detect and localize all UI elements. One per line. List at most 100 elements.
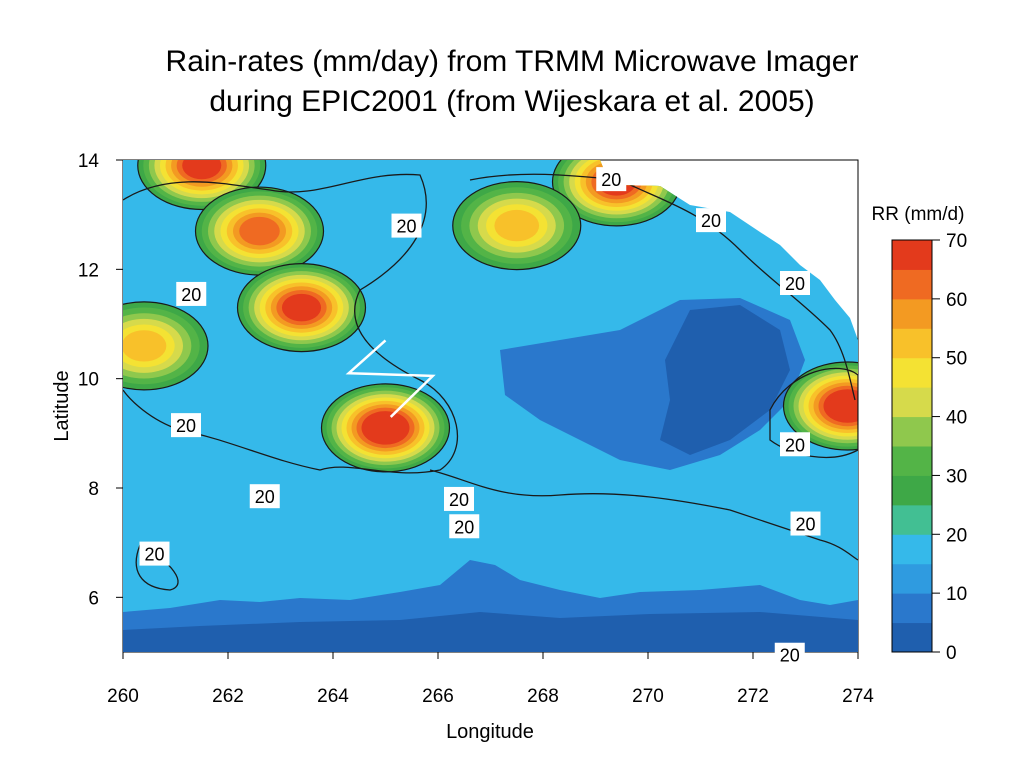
contour-label-text: 20 — [454, 517, 474, 537]
contour-label-text: 20 — [449, 490, 469, 510]
colorbar-segment — [892, 269, 932, 300]
contour-label-text: 20 — [785, 435, 805, 455]
x-tick-label: 274 — [842, 686, 874, 707]
rain-maximum-near-261.5E-13.9N — [137, 160, 267, 211]
rain-maximum-near-261.5E-13.9N-ring-65 — [182, 160, 222, 180]
colorbar-tick-label: 70 — [946, 231, 967, 252]
contour-label: 20 — [790, 511, 821, 536]
contour-label: 20 — [171, 413, 201, 438]
y-tick-label: 8 — [88, 479, 99, 500]
colorbar-segment — [892, 357, 932, 388]
title-line-1: Rain-rates (mm/day) from TRMM Microwave … — [165, 45, 859, 78]
contour-line-north-west — [123, 173, 459, 474]
x-axis: 260 262 264 266 268 270 272 274 — [107, 652, 874, 707]
x-tick-label: 268 — [527, 686, 559, 707]
colorbar-segment — [892, 446, 932, 476]
contour-label: 20 — [780, 271, 810, 295]
rain-maximum-near-267.5E-12.8N-contour — [452, 181, 582, 271]
colorbar-tick-label: 20 — [946, 525, 967, 546]
x-tick-label: 264 — [317, 686, 349, 707]
contour-label-text: 20 — [144, 545, 164, 565]
x-tick-label: 260 — [107, 686, 139, 707]
rain-maximum-near-263.4E-11.3N-contour — [236, 263, 367, 353]
title-line-2: during EPIC2001 (from Wijeskara et al. 2… — [209, 85, 815, 118]
contour-label-box — [774, 642, 805, 667]
rain-maximum-near-260.4E-10.6N-ring-50 — [123, 330, 167, 362]
contour-label-box — [139, 541, 170, 566]
contour-label-box — [596, 167, 627, 192]
contour-label: 20 — [696, 208, 726, 233]
rain-maximum-near-265.0E-9.1N-ring-70 — [366, 414, 405, 442]
dry-band-south-deep — [123, 612, 858, 652]
contour-label-text: 20 — [176, 416, 196, 436]
contour-label-box — [171, 413, 201, 438]
colorbar-segment — [892, 622, 932, 653]
colorbar-segment — [892, 328, 932, 359]
y-tick-label: 12 — [78, 260, 99, 281]
colorbar-label: RR (mm/d) — [872, 204, 965, 225]
contour-label: 20 — [176, 281, 207, 306]
colorbar-segment — [892, 416, 932, 447]
contour-label-text: 20 — [785, 274, 805, 294]
colorbar-tick-label: 50 — [946, 349, 967, 370]
colorbar-tick-label: 0 — [946, 643, 957, 664]
rain-maximum-near-262.5E-12.7N — [194, 186, 325, 276]
rain-maximum-near-273.8E-9.5N — [782, 361, 858, 451]
colorbar-frame — [891, 239, 933, 653]
y-axis: 6 8 10 12 14 — [78, 151, 123, 609]
contour-label-box — [176, 281, 207, 306]
colorbar-segment — [892, 475, 932, 506]
contour-label-box — [444, 486, 474, 511]
colorbar-tick-label: 30 — [946, 466, 967, 487]
plot-area: 20 20 20 20 20 20 20 20 20 20 20 20 20 — [122, 159, 859, 667]
rain-maximum-near-263.4E-11.3N — [236, 263, 367, 353]
colorbar-segment — [892, 593, 932, 624]
colorbar-tick-label: 60 — [946, 290, 967, 311]
rain-maximum-near-263.4E-11.3N-ring-65 — [281, 293, 322, 322]
rain-maximum-near-267.5E-12.8N — [452, 181, 582, 271]
contour-label: 20 — [449, 514, 480, 539]
contour-label-text: 20 — [701, 211, 721, 231]
contour-label: 20 — [774, 642, 805, 667]
colorbar-ticks: 0 10 20 30 40 50 60 70 — [932, 231, 967, 664]
rain-field — [123, 160, 858, 652]
x-tick-label: 262 — [212, 686, 244, 707]
colorbar: RR (mm/d) 0 10 20 30 40 50 60 70 — [872, 204, 968, 664]
contour-label: 20 — [391, 213, 422, 238]
contour-label-box — [780, 432, 810, 457]
colorbar-segments — [892, 240, 932, 653]
contour-label-text: 20 — [181, 285, 201, 305]
contour-label-text: 20 — [795, 515, 815, 535]
x-tick-label: 272 — [737, 686, 769, 707]
x-axis-label: Longitude — [446, 721, 534, 743]
y-tick-label: 14 — [78, 151, 100, 172]
contour-label-box — [780, 271, 810, 295]
colorbar-tick-label: 10 — [946, 584, 967, 605]
contour-label: 20 — [780, 432, 810, 457]
y-tick-label: 6 — [88, 588, 99, 609]
ship-track-marker — [345, 339, 436, 418]
contour-label-text: 20 — [396, 217, 416, 237]
contour-label: 20 — [444, 486, 474, 511]
rain-maximum-near-262.5E-12.7N-ring-60 — [239, 216, 280, 246]
contour-label-text: 20 — [780, 646, 800, 666]
slide-title: Rain-rates (mm/day) from TRMM Microwave … — [0, 42, 1024, 122]
y-tick-label: 10 — [78, 370, 99, 391]
contour-label: 20 — [139, 541, 170, 566]
contour-lines — [123, 173, 858, 591]
rain-maximum-near-261.5E-13.9N-contour — [137, 160, 267, 211]
colorbar-segment — [892, 240, 932, 270]
colorbar-segment — [892, 534, 932, 565]
y-axis-label: Latitude — [51, 370, 73, 441]
rain-maximum-near-273.8E-9.5N-contour — [782, 361, 858, 451]
contour-label: 20 — [596, 167, 627, 192]
colorbar-segment — [892, 387, 932, 418]
rain-maximum-near-260.4E-10.6N — [123, 301, 209, 391]
contour-label-box — [696, 208, 726, 233]
contour-line-north-east — [469, 173, 856, 401]
dry-region-east-deep — [660, 305, 790, 455]
contour-label-box — [391, 213, 422, 238]
contour-labels: 20 20 20 20 20 20 20 20 20 20 20 20 20 — [139, 167, 821, 667]
colorbar-segment — [892, 504, 932, 535]
